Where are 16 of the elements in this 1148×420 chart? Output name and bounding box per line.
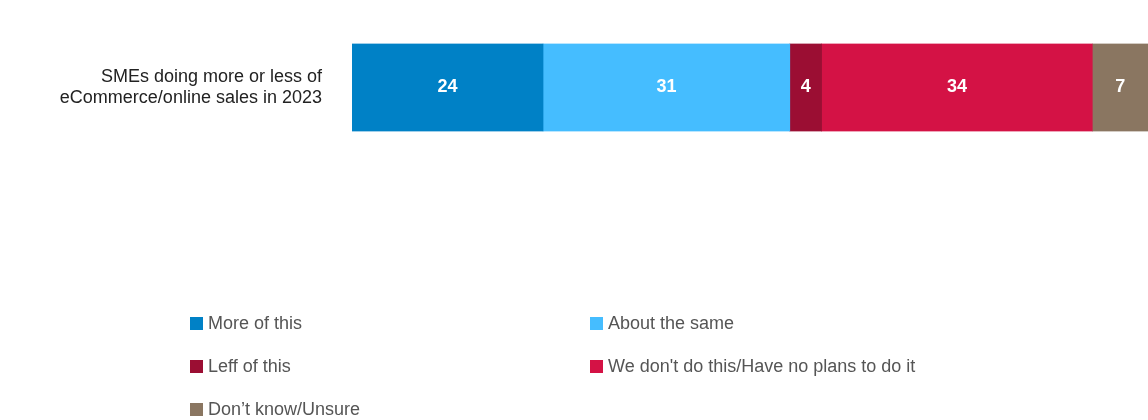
data-label: 4 bbox=[800, 76, 811, 97]
legend-label: Leff of this bbox=[208, 355, 291, 377]
legend-label: About the same bbox=[608, 312, 735, 334]
bar bbox=[1091, 43, 1148, 132]
data-label: 7 bbox=[1115, 76, 1126, 97]
y-tick-label: SMEs doing more or less of eCommerce/online sales in 2023 bbox=[59, 65, 323, 108]
bar bbox=[352, 43, 544, 132]
data-label: 34 bbox=[946, 76, 967, 97]
legend-label: We don't do this/Have no plans to do it bbox=[608, 355, 916, 377]
legend-label: More of this bbox=[208, 312, 303, 334]
bar bbox=[821, 43, 1093, 132]
legend-label: Don’t know/Unsure bbox=[208, 398, 361, 420]
data-label: 24 bbox=[437, 76, 458, 97]
bar bbox=[789, 43, 822, 132]
data-label: 31 bbox=[656, 76, 677, 97]
bar bbox=[542, 43, 791, 132]
